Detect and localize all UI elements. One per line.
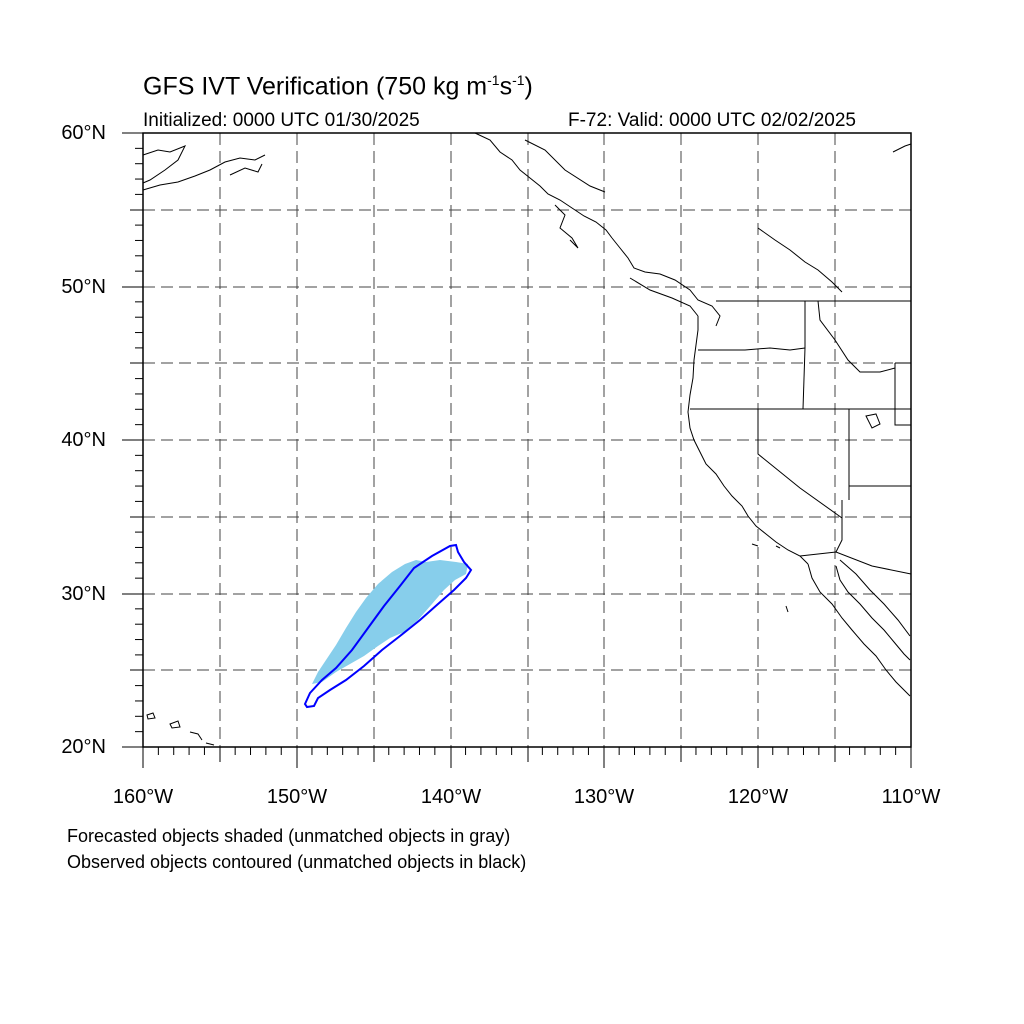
coastlines	[142, 132, 912, 746]
lon-label-160w: 160°W	[112, 786, 174, 808]
grid-lines	[143, 133, 911, 747]
observed-object-contour	[303, 543, 473, 709]
lat-label-60: 60°N	[61, 122, 106, 144]
lon-label-120w: 120°W	[727, 786, 789, 808]
lon-label-110w: 110°W	[881, 786, 941, 808]
map-title: GFS IVT Verification (750 kg m-1s-1)	[143, 72, 533, 101]
lon-label-140w: 140°W	[420, 786, 482, 808]
legend-observed-note: Observed objects contoured (unmatched ob…	[67, 852, 527, 872]
lat-label-40: 40°N	[61, 429, 106, 451]
axis-ticks	[122, 132, 912, 768]
lat-label-30: 30°N	[61, 583, 106, 605]
political-boundaries	[690, 227, 912, 575]
lat-label-20: 20°N	[61, 736, 106, 758]
valid-time-label: F-72: Valid: 0000 UTC 02/02/2025	[568, 110, 856, 131]
legend-forecast-note: Forecasted objects shaded (unmatched obj…	[67, 826, 511, 846]
lat-label-50: 50°N	[61, 276, 106, 298]
initialized-label: Initialized: 0000 UTC 01/30/2025	[143, 110, 420, 131]
lon-label-150w: 150°W	[266, 786, 328, 808]
lon-label-130w: 130°W	[573, 786, 635, 808]
minor-ticks	[135, 147, 897, 755]
forecast-object	[312, 560, 468, 684]
